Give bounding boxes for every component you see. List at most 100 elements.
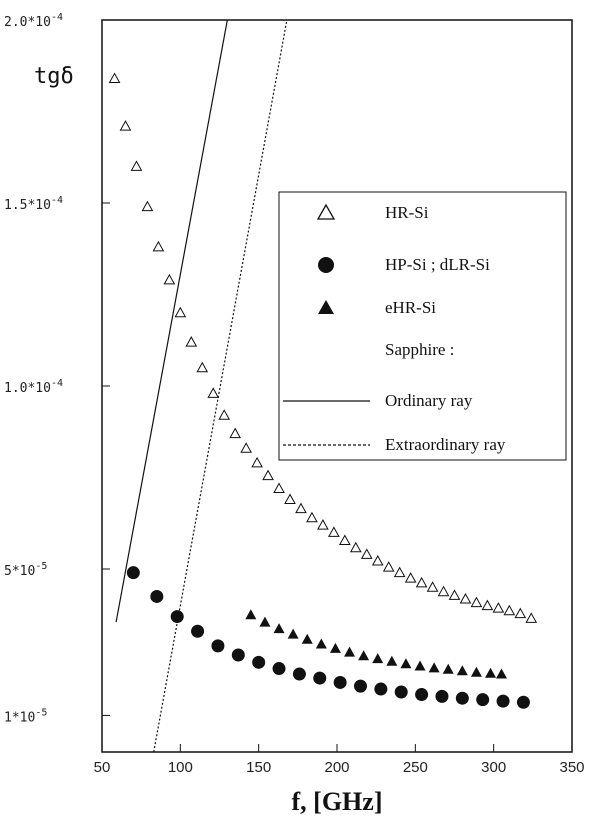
ehr-si-point	[386, 655, 398, 666]
hr-si-point	[229, 427, 242, 439]
hp-si-point	[476, 693, 490, 707]
legend-label-ordinary-ray: Ordinary ray	[385, 391, 473, 410]
hr-si-point	[284, 493, 296, 504]
x-tick-label: 100	[168, 759, 193, 776]
hr-si-point	[130, 160, 143, 171]
hr-si-point	[503, 604, 516, 616]
hp-si-point	[231, 648, 245, 662]
y-tick-label: 1*10-5	[4, 707, 47, 725]
y-tick-label: 1.5*10-4	[4, 195, 63, 213]
legend-marker-hp-si	[318, 257, 334, 273]
hr-si-point	[119, 120, 132, 131]
x-tick-label: 200	[324, 759, 349, 776]
hp-si-point	[272, 662, 286, 676]
hp-si-point	[292, 667, 306, 681]
hp-si-point	[415, 688, 429, 702]
ehr-si-point	[470, 666, 482, 677]
hp-si-point	[354, 679, 367, 693]
series-1	[126, 566, 530, 709]
ehr-si-point	[259, 616, 271, 627]
hp-si-point	[170, 610, 184, 624]
y-axis-label: tgδ	[34, 64, 74, 89]
hr-si-point	[328, 526, 340, 537]
ehr-si-point	[496, 668, 507, 679]
y-tick-label: 1.0*10-4	[4, 378, 63, 396]
hp-si-point	[496, 694, 510, 708]
hr-si-point	[426, 581, 439, 592]
ehr-si-point	[315, 638, 327, 649]
hr-si-point	[108, 72, 121, 84]
hr-si-point	[317, 519, 329, 530]
hr-si-point	[393, 566, 406, 578]
legend-marker-hr-si	[316, 203, 336, 220]
legend-box	[278, 191, 567, 461]
x-axis-label: f, [GHz]	[292, 787, 383, 816]
hp-si-point	[150, 589, 164, 603]
ehr-si-point	[400, 658, 412, 669]
hr-si-point	[218, 409, 231, 420]
hr-si-point	[141, 200, 154, 212]
hr-si-point	[273, 482, 285, 493]
hr-si-point	[448, 589, 461, 600]
hr-si-point	[525, 612, 538, 623]
hr-si-point	[338, 534, 351, 545]
ehr-si-point	[245, 609, 257, 620]
extraordinary-ray-line	[153, 20, 288, 752]
hp-si-point	[313, 671, 327, 685]
ehr-si-point	[329, 642, 341, 653]
legend-label-extraordinary-ray: Extraordinary ray	[385, 435, 506, 454]
ehr-si-point	[273, 623, 285, 634]
hr-si-point	[437, 585, 450, 597]
hr-si-point	[459, 592, 472, 604]
x-tick-label: 250	[403, 759, 428, 776]
legend-label-hr-si: HR-Si	[385, 203, 429, 222]
hp-si-point	[516, 695, 530, 709]
hp-si-point	[333, 675, 347, 689]
hr-si-point	[492, 602, 505, 613]
legend-label-ehr-si: eHR-Si	[385, 298, 436, 317]
legend-marker-ehr-si	[318, 300, 334, 314]
x-tick-label: 350	[559, 759, 584, 776]
ordinary-ray-line	[115, 20, 228, 623]
ehr-si-point	[358, 650, 370, 661]
hr-si-point	[470, 596, 483, 608]
ehr-si-point	[414, 660, 426, 671]
hr-si-point	[163, 273, 176, 285]
hr-si-point	[240, 442, 252, 453]
ehr-si-point	[344, 646, 356, 657]
ehr-si-point	[456, 665, 468, 676]
hp-si-point	[394, 685, 408, 699]
ehr-si-point	[287, 628, 299, 639]
hr-si-point	[251, 456, 263, 468]
hr-si-point	[196, 361, 209, 373]
ehr-si-point	[301, 633, 313, 644]
x-tick-label: 300	[481, 759, 506, 776]
hp-si-point	[374, 682, 388, 696]
hr-si-point	[404, 572, 417, 583]
series-4	[153, 20, 288, 752]
hp-si-point	[126, 566, 140, 580]
hp-si-point	[455, 691, 469, 705]
ehr-si-point	[442, 663, 454, 674]
series-0	[108, 72, 538, 623]
y-tick-label: 2.0*10-4	[4, 12, 63, 30]
hr-si-point	[415, 576, 428, 588]
hp-si-point	[435, 689, 449, 703]
hr-si-point	[514, 607, 527, 619]
hp-si-point	[211, 639, 225, 653]
ehr-si-point	[485, 667, 497, 678]
hr-si-point	[152, 240, 165, 252]
hr-si-point	[295, 502, 307, 514]
legend-header-sapphire: Sapphire :	[385, 340, 454, 359]
hr-si-point	[382, 561, 395, 572]
series-layer	[108, 20, 538, 752]
hp-si-point	[191, 624, 205, 638]
ehr-si-point	[428, 662, 440, 673]
x-tick-label: 150	[246, 759, 271, 776]
hp-si-point	[252, 655, 266, 669]
legend: HR-Si HP-Si ; dLR-Si eHR-Si Sapphire : O…	[278, 191, 567, 461]
y-tick-label: 5*10-5	[4, 561, 47, 579]
hr-si-point	[185, 336, 198, 347]
hr-si-point	[481, 599, 494, 611]
